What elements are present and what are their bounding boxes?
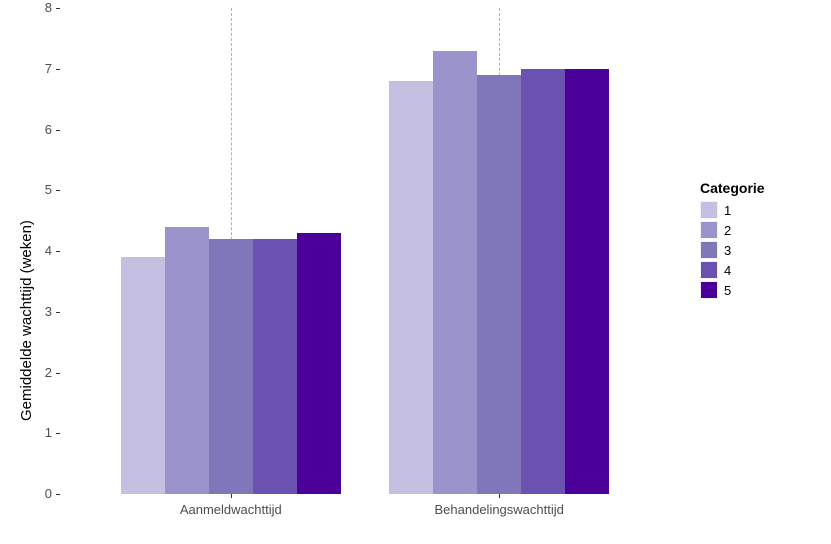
bar	[209, 239, 253, 494]
legend-label: 4	[724, 263, 731, 278]
bar	[165, 227, 209, 494]
legend-swatch	[701, 222, 717, 238]
bar	[253, 239, 297, 494]
legend-swatch	[701, 242, 717, 258]
y-tick-label: 2	[28, 365, 52, 380]
x-tick-label: Aanmeldwachttijd	[121, 502, 341, 517]
legend-label: 3	[724, 243, 731, 258]
y-tick-label: 0	[28, 486, 52, 501]
legend-item: 5	[700, 280, 765, 300]
x-tick-mark	[499, 494, 500, 498]
legend-item: 1	[700, 200, 765, 220]
legend-key	[700, 281, 718, 299]
bar	[433, 51, 477, 494]
bar	[477, 75, 521, 494]
legend-key	[700, 201, 718, 219]
chart-figure: Gemiddelde wachttijd (weken) 012345678 A…	[0, 0, 831, 544]
y-tick-label: 1	[28, 425, 52, 440]
plot-area	[60, 8, 670, 494]
legend-key	[700, 221, 718, 239]
legend-swatch	[701, 282, 717, 298]
x-tick-label: Behandelingswachttijd	[389, 502, 609, 517]
legend-label: 5	[724, 283, 731, 298]
y-tick-label: 5	[28, 182, 52, 197]
y-tick-label: 7	[28, 61, 52, 76]
legend-swatch	[701, 262, 717, 278]
bar	[121, 257, 165, 494]
bar	[521, 69, 565, 494]
x-tick-mark	[231, 494, 232, 498]
legend-label: 2	[724, 223, 731, 238]
y-tick-label: 3	[28, 304, 52, 319]
legend-item: 2	[700, 220, 765, 240]
legend-items: 1 2 3 4 5	[700, 200, 765, 300]
legend-title: Categorie	[700, 180, 765, 196]
bar	[565, 69, 609, 494]
legend: Categorie 1 2 3 4 5	[700, 180, 765, 300]
bar	[389, 81, 433, 494]
legend-label: 1	[724, 203, 731, 218]
y-tick-label: 4	[28, 243, 52, 258]
legend-item: 4	[700, 260, 765, 280]
y-tick-label: 6	[28, 122, 52, 137]
legend-swatch	[701, 202, 717, 218]
legend-key	[700, 241, 718, 259]
bar	[297, 233, 341, 494]
legend-key	[700, 261, 718, 279]
y-tick-label: 8	[28, 0, 52, 15]
y-tick-mark	[56, 494, 60, 495]
legend-item: 3	[700, 240, 765, 260]
